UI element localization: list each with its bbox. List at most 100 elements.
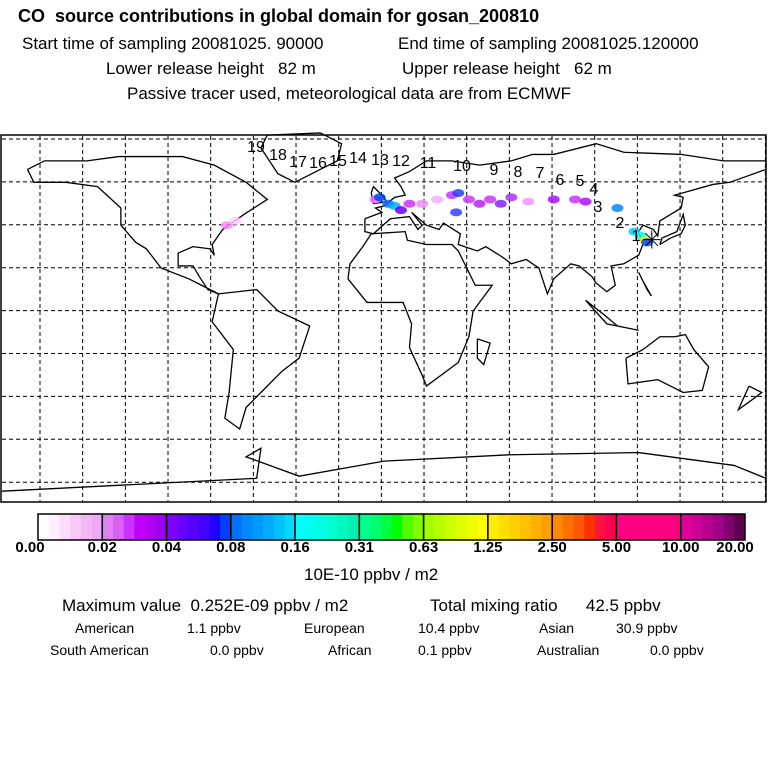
end-time: End time of sampling 20081025.120000 [398, 34, 699, 53]
region-name: African [328, 642, 372, 658]
plume-cell [431, 195, 444, 204]
colorbar-swatch [327, 514, 339, 540]
coastline-australia [625, 333, 710, 394]
colorbar-swatch [359, 514, 371, 540]
trajectory-label: 5 [576, 173, 585, 190]
colorbar-swatch [637, 514, 650, 540]
lower-height: Lower release height 82 m [106, 59, 316, 78]
coastline-south-america [211, 288, 311, 431]
coastline-antarctica [2, 447, 767, 492]
colorbar-swatch [595, 514, 607, 540]
colorbar-swatch [380, 514, 392, 540]
region-value: 30.9 ppbv [616, 620, 678, 636]
trajectory-label: 6 [556, 172, 565, 189]
colorbar-swatch [402, 514, 414, 540]
plume-cell [473, 199, 486, 208]
colorbar-tick-label: 0.16 [280, 539, 310, 556]
colorbar-swatch [305, 514, 318, 540]
region-value: 10.4 ppbv [418, 620, 480, 636]
colorbar-swatch [691, 514, 703, 540]
trajectory-label: 18 [269, 147, 287, 164]
colorbar-swatch [616, 514, 628, 540]
colorbar-swatch [209, 514, 221, 540]
trajectory-label: 8 [514, 164, 523, 181]
colorbar-swatch [562, 514, 575, 540]
region-value: 1.1 ppbv [187, 620, 241, 636]
plume-cell [641, 238, 654, 247]
start-time: Start time of sampling 20081025. 90000 [22, 34, 324, 53]
colorbar-swatch [530, 514, 542, 540]
plume-cell [579, 197, 592, 206]
trajectory-label: 17 [289, 154, 307, 171]
colorbar-swatch [177, 514, 189, 540]
colorbar-swatch [552, 514, 564, 540]
plume-cell [568, 195, 581, 204]
trajectory-label: 16 [309, 155, 327, 172]
plume-cell [611, 204, 624, 213]
colorbar-swatch [584, 514, 596, 540]
graticule [2, 136, 766, 501]
chart-title: CO source contributions in global domain… [18, 6, 540, 26]
colorbar-swatch [145, 514, 157, 540]
colorbar-swatch [520, 514, 532, 540]
trajectory-label: 19 [247, 139, 265, 156]
colorbar-swatch [220, 514, 232, 540]
coastline-africa [347, 230, 494, 388]
colorbar-swatch [712, 514, 725, 540]
colorbar-swatch [198, 514, 210, 540]
colorbar-swatch [91, 514, 103, 540]
colorbar-tick-label: 0.63 [409, 539, 439, 556]
colorbar-swatch [241, 514, 253, 540]
colorbar-swatch [155, 514, 168, 540]
plume-cell [522, 197, 535, 206]
colorbar-swatch [659, 514, 671, 540]
plume-cell [373, 193, 386, 202]
region-name: American [75, 620, 135, 636]
colorbar-swatch [498, 514, 510, 540]
plume-cell [547, 195, 560, 204]
colorbar-swatch [48, 514, 60, 540]
colorbar-unit: 10E-10 ppbv / m2 [304, 565, 439, 584]
plume-cell [484, 195, 497, 204]
trajectory-label: 15 [329, 153, 347, 170]
coastline-north-america [26, 155, 269, 295]
trajectory-label: 2 [616, 215, 625, 232]
region-name: Australian [537, 642, 600, 658]
trajectory-label: 12 [392, 153, 410, 170]
colorbar-swatch [284, 514, 296, 540]
colorbar-swatch [80, 514, 93, 540]
colorbar-swatch [648, 514, 660, 540]
colorbar-tick-label: 1.25 [473, 539, 503, 556]
trajectory-label: 13 [371, 152, 389, 169]
trajectory-label: 3 [594, 199, 603, 216]
colorbar-swatch [370, 514, 382, 540]
colorbar-swatch [187, 514, 200, 540]
coastline-new-zealand [736, 385, 763, 412]
colorbar-swatch [445, 514, 457, 540]
colorbar-swatch [434, 514, 446, 540]
colorbar-swatch [134, 514, 146, 540]
receptor-star-ray [645, 232, 659, 247]
trajectory-label: 9 [490, 162, 499, 179]
plume-cell [416, 199, 429, 208]
colorbar-tick-label: 0.31 [344, 539, 374, 556]
colorbar-swatch [391, 514, 403, 540]
colorbar-swatch [273, 514, 285, 540]
tracer-note: Passive tracer used, meteorological data… [127, 84, 572, 103]
colorbar-swatch [112, 514, 125, 540]
colorbar-swatch [38, 514, 50, 540]
colorbar-swatch [455, 514, 467, 540]
colorbar-swatch [702, 514, 714, 540]
receptor-marker-icon [642, 230, 661, 249]
colorbar [37, 513, 746, 541]
colorbar-swatch [541, 514, 553, 540]
region-value: 0.0 ppbv [650, 642, 704, 658]
upper-height: Upper release height 62 m [402, 59, 612, 78]
colorbar-tick-label: 0.04 [151, 539, 182, 556]
trajectory-label: 1 [632, 228, 641, 245]
colorbar-tick-label: 2.50 [537, 539, 567, 556]
colorbar-tick-label: 10.00 [661, 539, 700, 556]
colorbar-tick-label: 5.00 [601, 539, 632, 556]
coastline-philippines [638, 272, 652, 297]
